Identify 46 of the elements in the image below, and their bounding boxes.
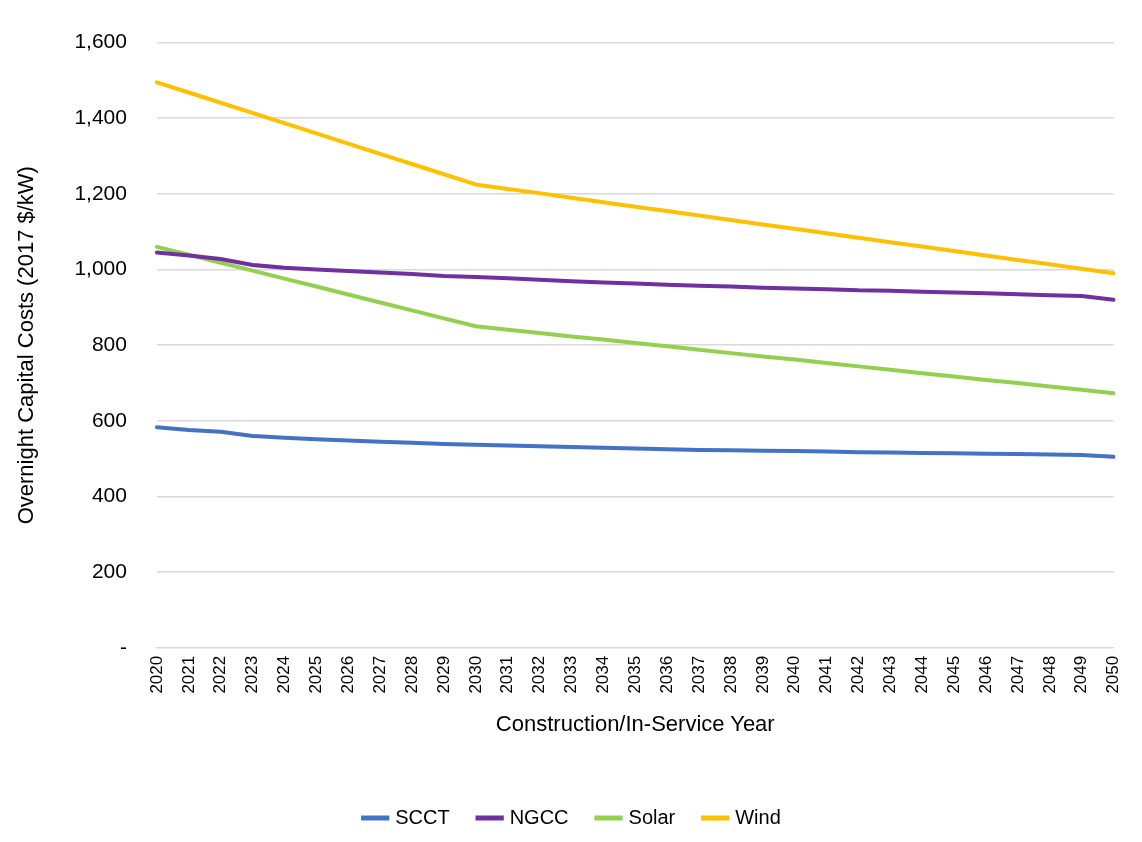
x-tick-label: 2025 [306, 655, 326, 694]
x-tick-label: 2027 [369, 655, 389, 694]
x-tick-label: 2043 [880, 655, 900, 694]
x-tick-label: 2045 [943, 655, 963, 694]
x-tick-label: 2038 [720, 655, 740, 694]
y-tick-label: 800 [91, 331, 127, 355]
x-tick-label: 2029 [433, 655, 453, 694]
legend-label: Wind [735, 805, 781, 828]
x-tick-label: 2035 [624, 655, 644, 694]
x-tick-label: 2030 [465, 655, 485, 694]
x-tick-label: 2039 [752, 655, 772, 694]
x-tick-label: 2028 [401, 655, 421, 694]
x-tick-label: 2047 [1007, 655, 1027, 694]
x-tick-label: 2044 [911, 655, 931, 694]
x-tick-label: 2023 [242, 655, 262, 694]
x-tick-label: 2021 [178, 655, 198, 694]
y-tick-label: 1,600 [74, 29, 127, 53]
x-tick-label: 2046 [975, 655, 995, 694]
x-tick-label: 2020 [146, 655, 166, 694]
legend-label: NGCC [509, 805, 569, 828]
y-tick-label: 1,000 [74, 256, 127, 280]
legend-label: Solar [628, 805, 676, 828]
y-tick-label: 400 [91, 483, 127, 507]
y-tick-label: 1,200 [74, 180, 127, 204]
x-tick-label: 2041 [816, 655, 836, 694]
y-tick-label: 200 [91, 558, 127, 582]
legend-label: SCCT [395, 805, 450, 828]
y-tick-label: - [119, 634, 127, 658]
x-tick-label: 2050 [1103, 655, 1123, 694]
x-tick-label: 2024 [274, 655, 294, 694]
x-tick-label: 2034 [593, 655, 613, 694]
x-tick-label: 2040 [784, 655, 804, 694]
x-tick-label: 2036 [656, 655, 676, 694]
x-tick-label: 2048 [1039, 655, 1059, 694]
x-tick-label: 2022 [210, 655, 230, 694]
x-tick-label: 2026 [337, 655, 357, 694]
y-axis-title: Overnight Capital Costs (2017 $/kW) [13, 166, 39, 525]
x-tick-label: 2037 [688, 655, 708, 694]
y-tick-label: 600 [91, 407, 127, 431]
y-tick-label: 1,400 [74, 105, 127, 129]
x-axis-title: Construction/In-Service Year [495, 710, 775, 736]
x-tick-label: 2031 [497, 655, 517, 694]
x-tick-label: 2032 [529, 655, 549, 694]
x-tick-label: 2033 [561, 655, 581, 694]
x-tick-label: 2042 [848, 655, 868, 694]
x-tick-label: 2049 [1071, 655, 1091, 694]
